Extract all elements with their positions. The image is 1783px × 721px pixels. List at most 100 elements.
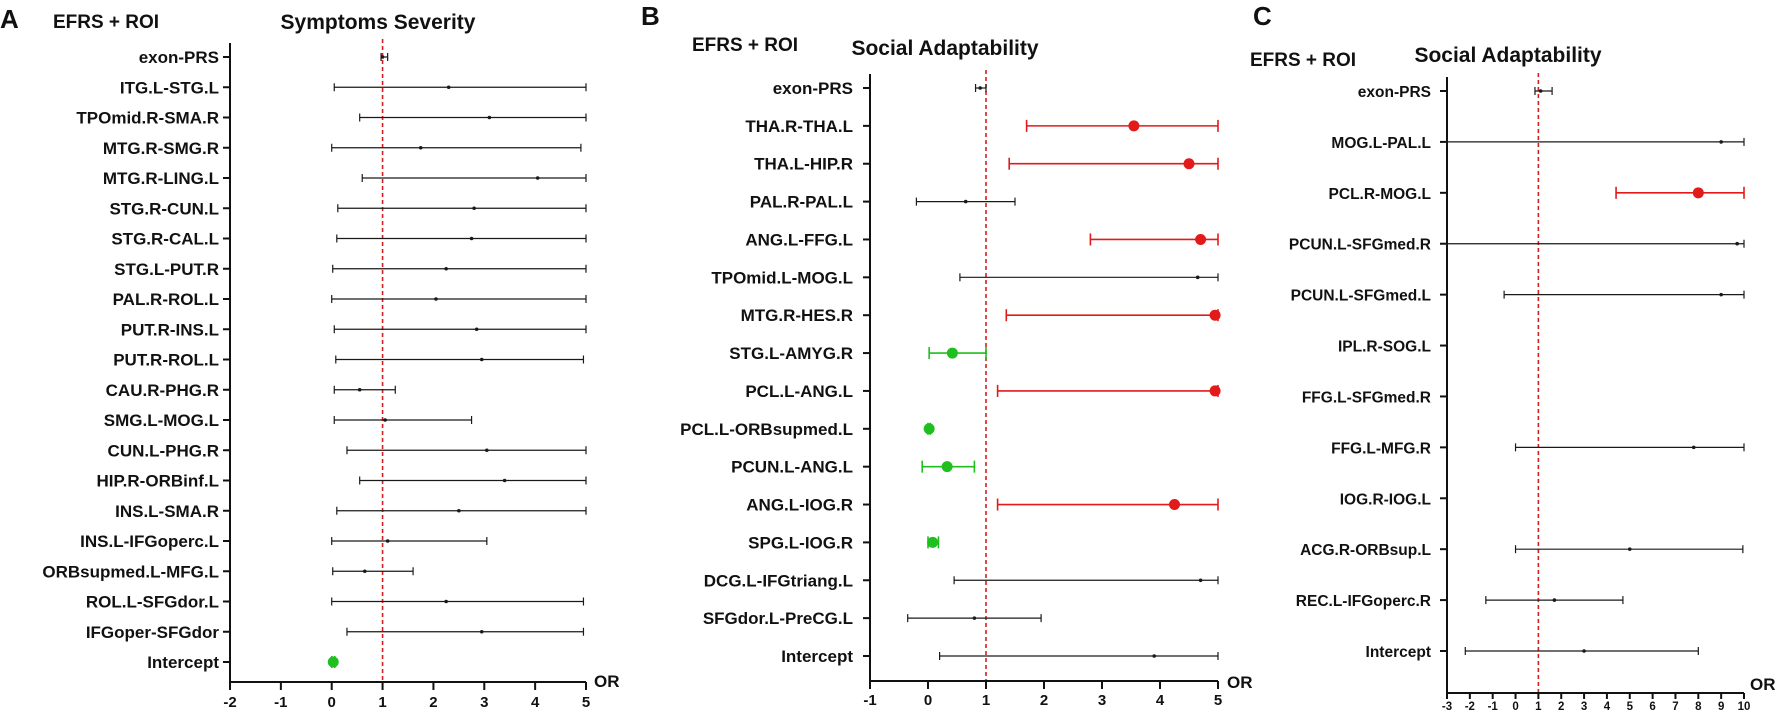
row-label: PCL.R-MOG.L xyxy=(1329,186,1431,203)
row-label: STG.R-CUN.L xyxy=(109,199,219,218)
point-estimate xyxy=(1719,292,1723,297)
point-estimate xyxy=(418,145,423,150)
row-label: INS.L-IFGoperc.L xyxy=(80,532,219,551)
point-estimate xyxy=(963,199,968,204)
row-label: exon-PRS xyxy=(1358,84,1431,101)
row-label: PCL.L-ANG.L xyxy=(745,382,853,401)
row-label: PAL.R-PAL.L xyxy=(750,193,853,212)
panel-letter: B xyxy=(641,1,660,31)
row-label: PCUN.L-SFGmed.R xyxy=(1289,237,1431,254)
row-label: SPG.L-IOG.R xyxy=(748,533,853,552)
x-tick-label: 5 xyxy=(1627,701,1634,713)
point-estimate xyxy=(383,418,387,422)
row-label: SFGdor.L-PreCG.L xyxy=(703,609,853,628)
point-estimate xyxy=(446,85,451,90)
x-tick-label: 7 xyxy=(1672,701,1678,713)
x-tick-label: 1 xyxy=(982,692,990,709)
x-tick-label: 5 xyxy=(582,694,590,711)
row-label: PUT.R-ROL.L xyxy=(113,351,219,370)
x-tick-label: -1 xyxy=(863,692,876,709)
x-tick-label: -1 xyxy=(274,694,287,711)
point-estimate xyxy=(1582,649,1586,653)
point-estimate xyxy=(941,461,953,473)
panel-header-left: EFRS + ROI xyxy=(53,12,159,33)
point-estimate xyxy=(1627,547,1632,551)
point-estimate xyxy=(1719,140,1723,144)
point-estimate xyxy=(479,629,484,634)
point-estimate xyxy=(327,656,339,668)
panel-letter: A xyxy=(0,4,19,34)
row-label: PCUN.L-ANG.L xyxy=(731,458,853,477)
x-tick-label: 4 xyxy=(1604,701,1611,713)
x-axis-label: OR xyxy=(1227,673,1253,692)
x-tick-label: -1 xyxy=(1488,701,1499,713)
point-estimate xyxy=(923,423,935,435)
point-estimate xyxy=(1735,241,1739,246)
point-estimate xyxy=(385,539,390,543)
row-label: ANG.L-FFG.L xyxy=(745,230,853,249)
row-label: MTG.R-LING.L xyxy=(103,169,219,188)
row-label: TPOmid.R-SMA.R xyxy=(76,109,219,128)
point-estimate xyxy=(978,86,982,90)
point-estimate xyxy=(357,387,362,392)
point-estimate xyxy=(1209,385,1221,397)
point-estimate xyxy=(472,206,476,211)
point-estimate xyxy=(444,599,448,604)
x-axis-label: OR xyxy=(1750,675,1776,694)
panel-a: A EFRS + ROI Symptoms Severity exon-PRS ITG.… xyxy=(0,4,620,711)
row-label: HIP.R-ORBinf.L xyxy=(97,472,219,491)
row-label: PCUN.L-SFGmed.L xyxy=(1291,288,1431,305)
x-tick-label: 1 xyxy=(378,694,386,711)
panel-title: Social Adaptability xyxy=(851,37,1038,60)
point-estimate xyxy=(485,448,489,453)
point-estimate xyxy=(1169,499,1180,511)
panel-header-left: EFRS + ROI xyxy=(692,35,798,56)
panel-c: C EFRS + ROI Social Adaptability exon-PRS MO… xyxy=(1250,1,1776,713)
point-estimate xyxy=(474,327,479,332)
point-estimate xyxy=(502,478,507,483)
point-estimate xyxy=(972,616,977,620)
x-tick-label: 9 xyxy=(1718,701,1724,713)
x-tick-label: 0 xyxy=(1512,701,1518,713)
row-label: exon-PRS xyxy=(139,48,219,67)
point-estimate xyxy=(1195,233,1207,245)
x-tick-label: 10 xyxy=(1738,701,1751,713)
x-tick-label: 8 xyxy=(1695,701,1702,713)
point-estimate xyxy=(1552,598,1557,602)
x-axis-label: OR xyxy=(594,672,620,691)
row-label: ACG.R-ORBsup.L xyxy=(1300,542,1431,559)
row-label: FFG.L-SFGmed.R xyxy=(1302,389,1431,406)
point-estimate xyxy=(457,508,461,513)
row-label: CAU.R-PHG.R xyxy=(106,381,219,400)
row-label: STG.L-PUT.R xyxy=(114,260,219,279)
point-estimate xyxy=(927,536,939,548)
x-tick-label: 6 xyxy=(1649,701,1655,713)
x-tick-label: -3 xyxy=(1442,701,1452,713)
point-estimate xyxy=(479,357,484,362)
x-tick-label: 4 xyxy=(531,694,540,711)
point-estimate xyxy=(1692,187,1704,199)
x-tick-label: 5 xyxy=(1214,692,1222,709)
row-label: REC.L-IFGoperc.R xyxy=(1296,593,1431,610)
x-tick-label: -2 xyxy=(223,694,236,711)
row-label: PUT.R-INS.L xyxy=(121,320,219,339)
row-label: Intercept xyxy=(1366,644,1431,661)
point-estimate xyxy=(535,176,540,180)
row-label: MTG.R-SMG.R xyxy=(103,139,219,158)
point-estimate xyxy=(946,347,958,359)
panel-b: B EFRS + ROI Social Adaptability exon-PRS TH… xyxy=(641,1,1253,709)
row-label: Intercept xyxy=(147,653,219,672)
row-label: TPOmid.L-MOG.L xyxy=(711,268,853,287)
row-label: exon-PRS xyxy=(773,79,853,98)
point-estimate xyxy=(434,297,438,301)
x-tick-label: -2 xyxy=(1465,701,1475,713)
row-label: STG.R-CAL.L xyxy=(111,230,219,249)
row-label: DCG.L-IFGtriang.L xyxy=(704,571,853,590)
x-tick-label: 1 xyxy=(1535,701,1542,713)
point-estimate xyxy=(1195,275,1200,280)
row-label: PCL.L-ORBsupmed.L xyxy=(680,420,853,439)
panel-letter: C xyxy=(1253,1,1272,31)
row-label: ORBsupmed.L-MFG.L xyxy=(42,562,219,581)
